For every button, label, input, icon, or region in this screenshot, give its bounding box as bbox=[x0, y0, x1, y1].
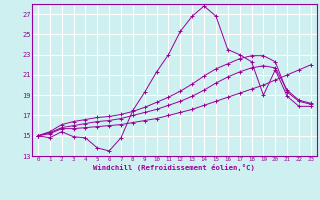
X-axis label: Windchill (Refroidissement éolien,°C): Windchill (Refroidissement éolien,°C) bbox=[93, 164, 255, 171]
